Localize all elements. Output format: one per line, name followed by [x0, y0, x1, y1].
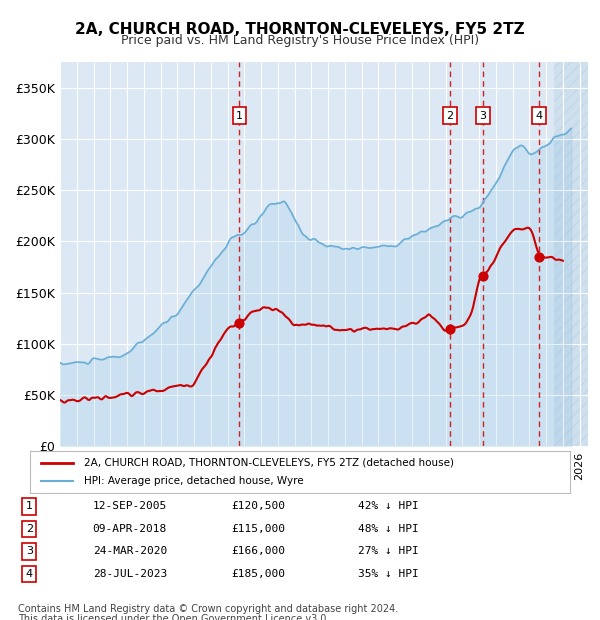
Text: 2: 2: [26, 524, 33, 534]
Text: £120,500: £120,500: [231, 502, 285, 512]
Text: 27% ↓ HPI: 27% ↓ HPI: [358, 546, 418, 556]
Point: [445, 324, 455, 334]
Point: [534, 252, 544, 262]
Text: 24-MAR-2020: 24-MAR-2020: [92, 546, 167, 556]
Text: 2A, CHURCH ROAD, THORNTON-CLEVELEYS, FY5 2TZ (detached house): 2A, CHURCH ROAD, THORNTON-CLEVELEYS, FY5…: [84, 458, 454, 467]
Text: 42% ↓ HPI: 42% ↓ HPI: [358, 502, 418, 512]
Text: Price paid vs. HM Land Registry's House Price Index (HPI): Price paid vs. HM Land Registry's House …: [121, 34, 479, 47]
Text: 3: 3: [479, 111, 487, 121]
Text: Contains HM Land Registry data © Crown copyright and database right 2024.: Contains HM Land Registry data © Crown c…: [18, 604, 398, 614]
Text: 4: 4: [535, 111, 542, 121]
Text: £185,000: £185,000: [231, 569, 285, 579]
Text: £166,000: £166,000: [231, 546, 285, 556]
Text: 48% ↓ HPI: 48% ↓ HPI: [358, 524, 418, 534]
Text: 1: 1: [26, 502, 33, 512]
Text: 12-SEP-2005: 12-SEP-2005: [92, 502, 167, 512]
Text: 28-JUL-2023: 28-JUL-2023: [92, 569, 167, 579]
Text: 2A, CHURCH ROAD, THORNTON-CLEVELEYS, FY5 2TZ: 2A, CHURCH ROAD, THORNTON-CLEVELEYS, FY5…: [75, 22, 525, 37]
Text: 35% ↓ HPI: 35% ↓ HPI: [358, 569, 418, 579]
Text: HPI: Average price, detached house, Wyre: HPI: Average price, detached house, Wyre: [84, 476, 304, 486]
Point: [478, 272, 488, 281]
Text: 3: 3: [26, 546, 33, 556]
Text: 2: 2: [446, 111, 454, 121]
Text: 4: 4: [26, 569, 33, 579]
Text: 09-APR-2018: 09-APR-2018: [92, 524, 167, 534]
Point: [235, 318, 244, 328]
Bar: [554, 62, 588, 446]
Text: This data is licensed under the Open Government Licence v3.0.: This data is licensed under the Open Gov…: [18, 614, 329, 620]
Text: £115,000: £115,000: [231, 524, 285, 534]
Text: 1: 1: [236, 111, 243, 121]
Bar: [554, 62, 588, 446]
